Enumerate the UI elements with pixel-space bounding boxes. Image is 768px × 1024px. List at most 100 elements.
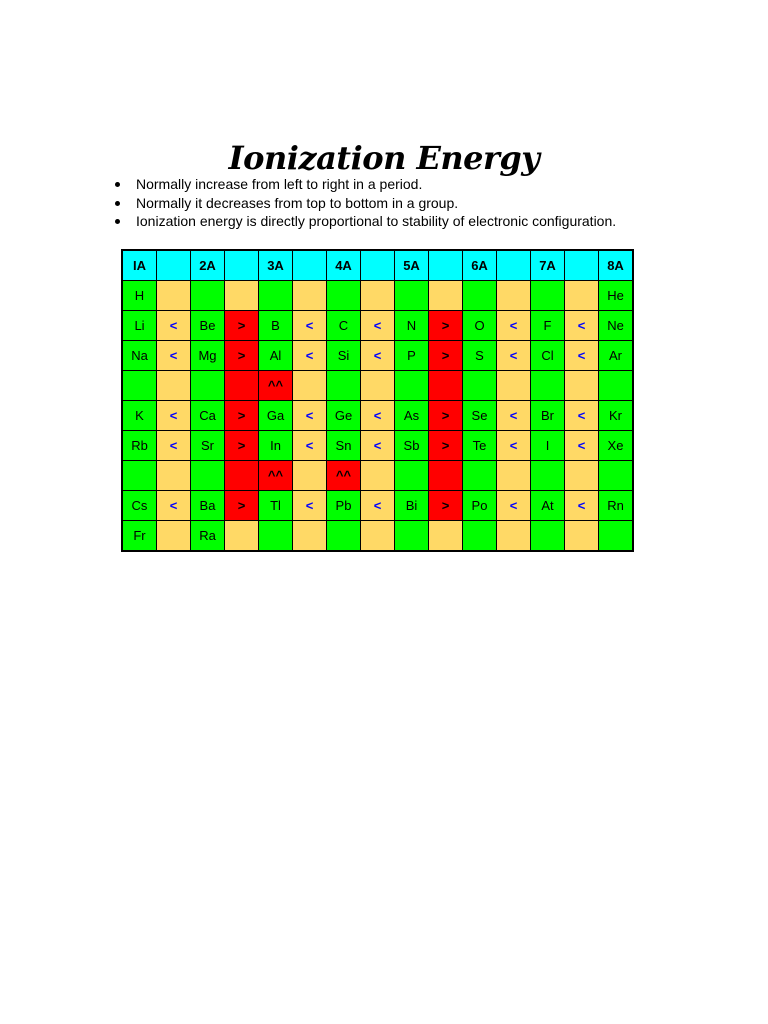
empty-cell [258, 520, 293, 552]
empty-cell [530, 370, 565, 401]
element-cell: Sr [190, 430, 225, 461]
header-spacer-cell [428, 249, 463, 281]
greater-than-cell: > [428, 490, 463, 521]
empty-cell [598, 520, 634, 552]
group-header-cell: 2A [190, 249, 225, 281]
empty-cell [292, 460, 327, 491]
less-than-cell: < [292, 490, 327, 521]
element-cell: Al [258, 340, 293, 371]
less-than-cell: < [496, 490, 531, 521]
less-than-cell: < [292, 400, 327, 431]
element-cell: K [121, 400, 157, 431]
exception-marker-cell: ^^ [258, 370, 293, 401]
table-row: ^^ [121, 370, 634, 401]
greater-than-cell: > [224, 430, 259, 461]
empty-cell [598, 460, 634, 491]
element-cell: P [394, 340, 429, 371]
group-header-cell: 7A [530, 249, 565, 281]
empty-cell [326, 280, 361, 311]
empty-cell [190, 370, 225, 401]
empty-cell [326, 520, 361, 552]
table-row: Cs < Ba > Tl < Pb < Bi > Po < At < Rn [121, 490, 634, 521]
element-cell: Tl [258, 490, 293, 521]
header-spacer-cell [292, 249, 327, 281]
greater-than-cell: > [428, 400, 463, 431]
element-cell: Ne [598, 310, 634, 341]
less-than-cell: < [360, 340, 395, 371]
greater-than-cell: > [224, 310, 259, 341]
element-cell: He [598, 280, 634, 311]
empty-cell [326, 370, 361, 401]
empty-cell [360, 520, 395, 552]
element-cell: Li [121, 310, 157, 341]
element-cell: As [394, 400, 429, 431]
element-cell: Cs [121, 490, 157, 521]
element-cell: At [530, 490, 565, 521]
empty-cell [462, 520, 497, 552]
empty-cell [224, 460, 259, 491]
element-cell: Rn [598, 490, 634, 521]
element-cell: Cl [530, 340, 565, 371]
less-than-cell: < [564, 490, 599, 521]
empty-cell [156, 460, 191, 491]
element-cell: S [462, 340, 497, 371]
empty-cell [428, 520, 463, 552]
less-than-cell: < [156, 340, 191, 371]
less-than-cell: < [156, 430, 191, 461]
empty-cell [394, 520, 429, 552]
table-row: Li < Be > B < C < N > O < F < Ne [121, 310, 634, 341]
less-than-cell: < [292, 430, 327, 461]
element-cell: Be [190, 310, 225, 341]
group-header-cell: 4A [326, 249, 361, 281]
element-cell: In [258, 430, 293, 461]
empty-cell [121, 460, 157, 491]
bullet-list: Normally increase from left to right in … [113, 175, 616, 231]
empty-cell [462, 280, 497, 311]
table-body: IA 2A 3A 4A 5A 6A 7A 8A H He Li < Be > B < C < N > O < F < Ne Na <… [121, 249, 634, 552]
empty-cell [496, 280, 531, 311]
less-than-cell: < [292, 340, 327, 371]
element-cell: Xe [598, 430, 634, 461]
greater-than-cell: > [224, 340, 259, 371]
less-than-cell: < [360, 400, 395, 431]
empty-cell [292, 520, 327, 552]
less-than-cell: < [360, 490, 395, 521]
group-header-cell: 3A [258, 249, 293, 281]
bullet-item: Ionization energy is directly proportion… [113, 212, 616, 231]
empty-cell [258, 280, 293, 311]
less-than-cell: < [292, 310, 327, 341]
element-cell: Sn [326, 430, 361, 461]
element-cell: Ge [326, 400, 361, 431]
element-cell: O [462, 310, 497, 341]
empty-cell [496, 460, 531, 491]
empty-cell [530, 520, 565, 552]
empty-cell [360, 460, 395, 491]
header-spacer-cell [564, 249, 599, 281]
header-spacer-cell [360, 249, 395, 281]
element-cell: I [530, 430, 565, 461]
table-row: H He [121, 280, 634, 311]
element-cell: Bi [394, 490, 429, 521]
group-header-cell: 8A [598, 249, 634, 281]
empty-cell [156, 520, 191, 552]
element-cell: Rb [121, 430, 157, 461]
less-than-cell: < [564, 310, 599, 341]
bullet-item: Normally increase from left to right in … [113, 175, 616, 194]
element-cell: Sb [394, 430, 429, 461]
element-cell: Pb [326, 490, 361, 521]
element-cell: Ar [598, 340, 634, 371]
element-cell: Ba [190, 490, 225, 521]
less-than-cell: < [564, 430, 599, 461]
empty-cell [428, 370, 463, 401]
less-than-cell: < [564, 400, 599, 431]
element-cell: Ra [190, 520, 225, 552]
empty-cell [224, 370, 259, 401]
empty-cell [530, 280, 565, 311]
empty-cell [292, 370, 327, 401]
group-header-cell: IA [121, 249, 157, 281]
group-header-cell: 5A [394, 249, 429, 281]
empty-cell [190, 280, 225, 311]
empty-cell [394, 460, 429, 491]
empty-cell [156, 370, 191, 401]
less-than-cell: < [564, 340, 599, 371]
